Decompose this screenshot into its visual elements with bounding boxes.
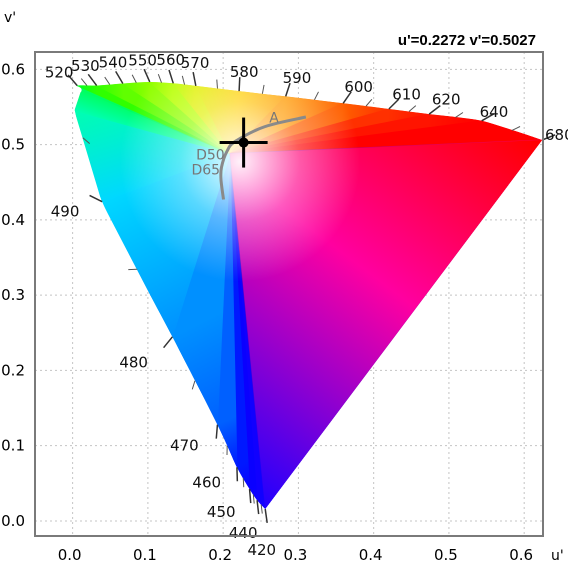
locus-tick: [238, 77, 241, 92]
x-tick-label: 0.5: [434, 546, 458, 564]
x-tick-label: 0.0: [58, 546, 82, 564]
locus-tick: [67, 74, 78, 87]
locus-tick: [89, 194, 103, 203]
wavelength-label: 620: [432, 90, 461, 108]
y-tick-label: 0.5: [1, 136, 25, 154]
coordinate-readout: u'=0.2272 v'=0.5027: [398, 32, 536, 49]
illuminant-label-d65: D65: [191, 162, 220, 178]
locus-tick: [256, 500, 260, 515]
wavelength-label: 530: [71, 57, 100, 75]
x-tick-label: 0.1: [133, 546, 157, 564]
wavelength-label: 450: [207, 503, 236, 521]
locus-ticks: [67, 68, 556, 523]
locus-tick: [264, 508, 268, 523]
illuminant-label-d50: D50: [196, 148, 225, 164]
planckian-locus: [219, 115, 307, 200]
wavelength-label: 600: [344, 78, 373, 96]
locus-minor-tick: [181, 75, 186, 85]
plot-frame: [34, 51, 544, 537]
locus-minor-tick: [365, 98, 373, 107]
x-tick-label: 0.3: [283, 546, 307, 564]
wavelength-label: 560: [156, 51, 185, 69]
selected-point[interactable]: [238, 137, 249, 148]
wavelength-label: 520: [45, 63, 74, 81]
locus-minor-tick: [455, 112, 464, 118]
locus-minor-tick: [408, 105, 417, 112]
locus-minor-tick: [104, 76, 111, 85]
wavelength-label: 580: [230, 63, 259, 81]
locus-minor-tick: [131, 74, 137, 83]
locus-minor-tick: [511, 126, 521, 131]
x-axis-ticks: 0.0 0.1 0.2 0.3 0.4 0.5 0.6: [58, 546, 533, 564]
locus-minor-tick: [80, 78, 88, 86]
wavelength-label: 420: [247, 541, 276, 559]
wavelength-label: 640: [480, 103, 509, 121]
locus-tick: [541, 134, 556, 141]
crosshair-marker[interactable]: [219, 117, 268, 168]
locus-tick: [87, 73, 98, 87]
y-axis-ticks: 0.0 0.1 0.2 0.3 0.4 0.5 0.6: [1, 60, 25, 530]
x-tick-label: 0.4: [359, 546, 383, 564]
illuminant-label-a: A: [269, 111, 279, 127]
locus-tick: [481, 113, 495, 122]
wavelength-label: 470: [170, 437, 199, 455]
locus-minor-tick: [216, 79, 218, 89]
locus-minor-tick: [313, 91, 319, 101]
x-axis-label: u': [551, 548, 564, 564]
wavelength-label: 550: [128, 51, 157, 69]
locus-tick: [248, 489, 252, 504]
wavelength-label: 610: [392, 86, 421, 104]
wavelength-label: 540: [99, 54, 128, 72]
y-axis-label: v': [4, 10, 16, 26]
y-tick-label: 0.1: [1, 437, 25, 455]
wavelength-label: 590: [283, 69, 312, 87]
wavelength-label: 570: [181, 54, 210, 72]
locus-minor-tick: [82, 137, 91, 145]
y-tick-label: 0.6: [1, 60, 25, 78]
locus-minor-tick: [191, 380, 196, 390]
locus-minor-tick: [260, 504, 263, 514]
locus-tick: [163, 336, 174, 349]
locus-tick: [168, 69, 174, 84]
locus-tick: [143, 68, 151, 83]
locus-tick: [428, 105, 441, 115]
x-tick-label: 0.2: [208, 546, 232, 564]
locus-tick: [215, 424, 219, 439]
y-tick-label: 0.4: [1, 211, 25, 229]
locus-tick: [342, 91, 352, 104]
locus-tick: [115, 71, 124, 84]
wavelength-label: 460: [192, 473, 221, 491]
wavelength-label: 440: [229, 524, 258, 542]
y-tick-label: 0.3: [1, 286, 25, 304]
x-tick-label: 0.6: [509, 546, 533, 564]
locus-tick: [284, 82, 291, 97]
locus-minor-tick: [242, 478, 245, 488]
locus-tick: [192, 71, 197, 87]
locus-minor-tick: [157, 74, 162, 83]
locus-minor-tick: [261, 84, 265, 94]
locus-minor-tick: [252, 494, 255, 504]
wavelength-label: 480: [119, 353, 148, 371]
y-tick-label: 0.0: [1, 512, 25, 530]
wavelength-label: 680: [545, 126, 568, 144]
wavelength-label: 490: [51, 203, 80, 221]
y-tick-label: 0.2: [1, 361, 25, 379]
locus-tick: [388, 98, 400, 110]
